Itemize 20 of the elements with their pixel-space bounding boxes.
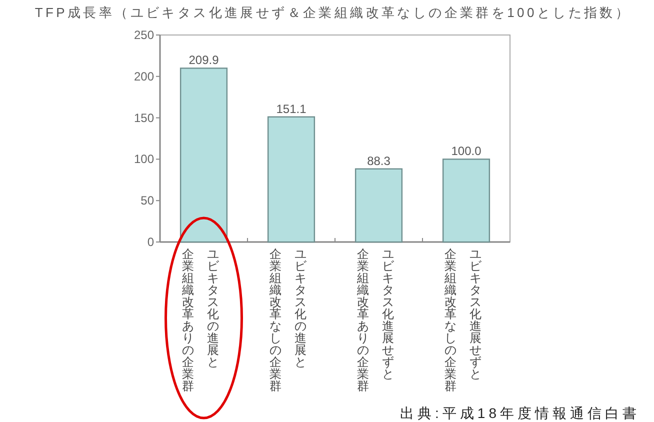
y-tick-label: 50 <box>140 194 154 208</box>
category-label: ユビキタス化進展せずと企業組織改革なしの企業群 <box>444 247 482 393</box>
y-tick-label: 100 <box>134 152 154 166</box>
data-label: 151.1 <box>276 102 307 116</box>
y-tick-label: 150 <box>134 110 154 125</box>
y-tick-label: 200 <box>134 69 154 84</box>
bar <box>354 168 403 243</box>
data-label: 100.0 <box>451 144 482 158</box>
category-label: ユビキタス化の進展と企業組織改革なしの企業群 <box>269 247 306 393</box>
category-label: ユビキタス化の進展と企業組織改革ありの企業群 <box>182 247 219 393</box>
y-tick-label: 250 <box>134 28 154 42</box>
category-label: ユビキタス化進展せずと企業組織改革ありの企業群 <box>356 247 394 393</box>
y-tick-label: 0 <box>147 235 154 249</box>
bar <box>267 116 316 243</box>
source-note: 出典:平成18年度情報通信白書 <box>400 405 640 421</box>
data-label: 88.3 <box>367 154 391 168</box>
bar <box>442 158 490 243</box>
data-label: 209.9 <box>188 53 220 68</box>
bar <box>180 68 228 243</box>
chart-title: TFP成長率（ユビキタス化進展せず＆企業組織改革なしの企業群を100とした指数） <box>34 5 632 20</box>
